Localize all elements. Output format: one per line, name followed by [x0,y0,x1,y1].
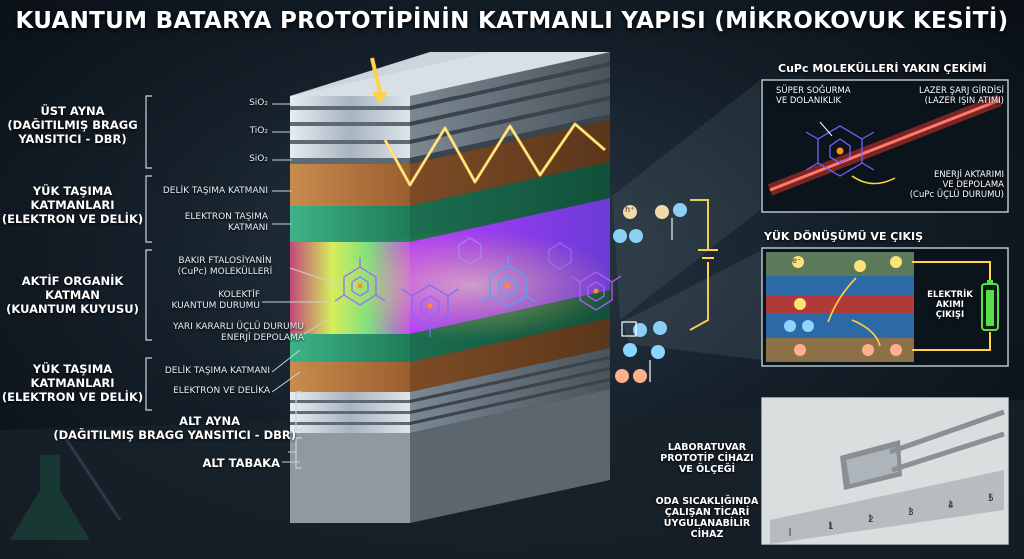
conversion-panel-title: YÜK DÖNÜŞÜMÜ VE ÇIKIŞ [764,230,923,243]
closeup-laser-line2: (LAZER IŞIN ATIMI) [924,96,1004,106]
label-active-layer: AKTİF ORGANİK KATMAN (KUANTUM KUYUSU) [0,274,145,316]
label-electron-top-line2: KATMANI [227,223,268,233]
electric-output-line2: AKIMI [936,300,964,310]
closeup-absorb-label: SÜPER SOĞURMA VE DOLANIKLIK [776,86,886,106]
lab-device-line3: VE ÖLÇEĞİ [678,464,736,475]
label-active-line3: (KUANTUM KUYUSU) [6,302,139,316]
ruler-number-4: 4 [948,501,954,511]
label-collective-line2: KUANTUM DURUMU [171,301,260,311]
label-top-mirror-line2: (DAĞITILMIŞ BRAGG [7,118,138,132]
closeup-laser-label: LAZER ŞARJ GİRDİSİ (LAZER IŞIN ATIMI) [880,86,1004,106]
label-electron-transport-top: ELEKTRON TAŞIMA KATMANI [150,212,268,234]
label-transport-top: YÜK TAŞIMA KATMANLARI (ELEKTRON VE DELİK… [0,184,145,226]
ruler-number-2: 2 [868,515,874,525]
ruler-number-3: 3 [908,508,914,518]
ruler-number-5: 5 [988,494,994,504]
label-collective-line1: KOLEKTİF [218,290,260,300]
label-cupc-line1: BAKIR FTALOSİYANİN [178,256,272,266]
label-sio2-2: SiO₂ [249,154,268,164]
label-transport-top-line3: (ELEKTRON VE DELİK) [1,212,144,226]
electric-output-line1: ELEKTRİK [927,290,973,300]
ruler-numbers: 1 2 3 4 5 [770,494,1006,532]
room-temp-line3: UYGULANABİLİR CİHAZ [663,518,751,540]
lab-device-line2: PROTOTİP CİHAZI [660,453,754,464]
label-bottom-mirror: ALT AYNA (DAĞITILMIŞ BRAGG YANSITICI - D… [20,414,296,442]
page-title: KUANTUM BATARYA PROTOTİPİNİN KATMANLI YA… [15,8,1009,34]
label-transport-bottom: YÜK TAŞIMA KATMANLARI (ELEKTRON VE DELİK… [0,362,145,404]
closeup-energy-line2: VE DEPOLAMA [942,180,1004,190]
label-bottom-mirror-line2: (DAĞITILMIŞ BRAGG YANSITICI - DBR) [53,428,296,442]
label-metastable-line1: YARI KARARLI ÜÇLÜ DURUMU [172,322,304,332]
label-transport-bottom-line3: (ELEKTRON VE DELİK) [1,390,144,404]
closeup-absorb-line2: VE DOLANIKLIK [776,96,842,106]
label-transport-top-line1: YÜK TAŞIMA [32,184,113,198]
electron-symbol: e⁻ [792,256,802,265]
label-electron-bottom: ELEKTRON VE DELİKA [173,386,270,396]
label-hole-transport-bottom: DELİK TAŞIMA KATMANI [164,366,270,376]
closeup-panel-title: CuPc MOLEKÜLLERİ YAKIN ÇEKİMİ [778,62,987,75]
label-cupc-line2: (CuPc) MOLEKÜLLERİ [177,267,273,277]
hole-symbol: h⁺ [625,205,635,214]
label-hole-transport-top: DELİK TAŞIMA KATMANI [162,186,268,196]
lab-device-label: LABORATUVAR PROTOTİP CİHAZI VE ÖLÇEĞİ [652,442,762,475]
ruler-number-1: 1 [828,522,834,532]
electric-output-line3: ÇIKIŞI [935,310,965,320]
label-tio2: TiO₂ [249,126,268,136]
label-active-line2: KATMAN [45,288,100,302]
label-substrate: ALT TABAKA [202,456,280,470]
label-transport-bottom-line2: KATMANLARI [30,376,115,390]
closeup-energy-label: ENERJİ AKTARIMI VE DEPOLAMA (CuPc ÜÇLÜ D… [890,170,1004,200]
electric-output-label: ELEKTRİK AKIMI ÇIKIŞI [918,290,982,320]
label-top-mirror-line1: ÜST AYNA [40,104,105,118]
label-top-mirror-line3: YANSITICI - DBR) [18,132,127,146]
label-top-mirror: ÜST AYNA (DAĞITILMIŞ BRAGG YANSITICI - D… [0,104,145,146]
label-transport-top-line2: KATMANLARI [30,198,115,212]
lab-device-line1: LABORATUVAR [667,442,747,453]
label-collective-state: KOLEKTİF KUANTUM DURUMU [168,290,260,312]
label-electron-top-line1: ELEKTRON TAŞIMA [184,212,268,222]
room-temp-line1: ODA SICAKLIĞINDA [655,496,759,507]
label-sio2-1: SiO₂ [249,98,268,108]
closeup-absorb-line1: SÜPER SOĞURMA [776,86,851,96]
closeup-energy-line1: ENERJİ AKTARIMI [933,170,1004,180]
room-temp-line2: ÇALIŞAN TİCARİ [664,507,750,518]
label-active-line1: AKTİF ORGANİK [21,274,124,288]
closeup-energy-line3: (CuPc ÜÇLÜ DURUMU) [909,190,1004,200]
label-metastable-line2: ENERJİ DEPOLAMA [221,333,304,343]
label-transport-bottom-line1: YÜK TAŞIMA [32,362,113,376]
label-metastable: YARI KARARLI ÜÇLÜ DURUMU ENERJİ DEPOLAMA [148,322,304,344]
label-cupc: BAKIR FTALOSİYANİN (CuPc) MOLEKÜLLERİ [160,256,290,278]
closeup-laser-line1: LAZER ŞARJ GİRDİSİ [919,86,1004,96]
label-bottom-mirror-line1: ALT AYNA [179,414,240,428]
room-temp-label: ODA SICAKLIĞINDA ÇALIŞAN TİCARİ UYGULANA… [652,496,762,540]
